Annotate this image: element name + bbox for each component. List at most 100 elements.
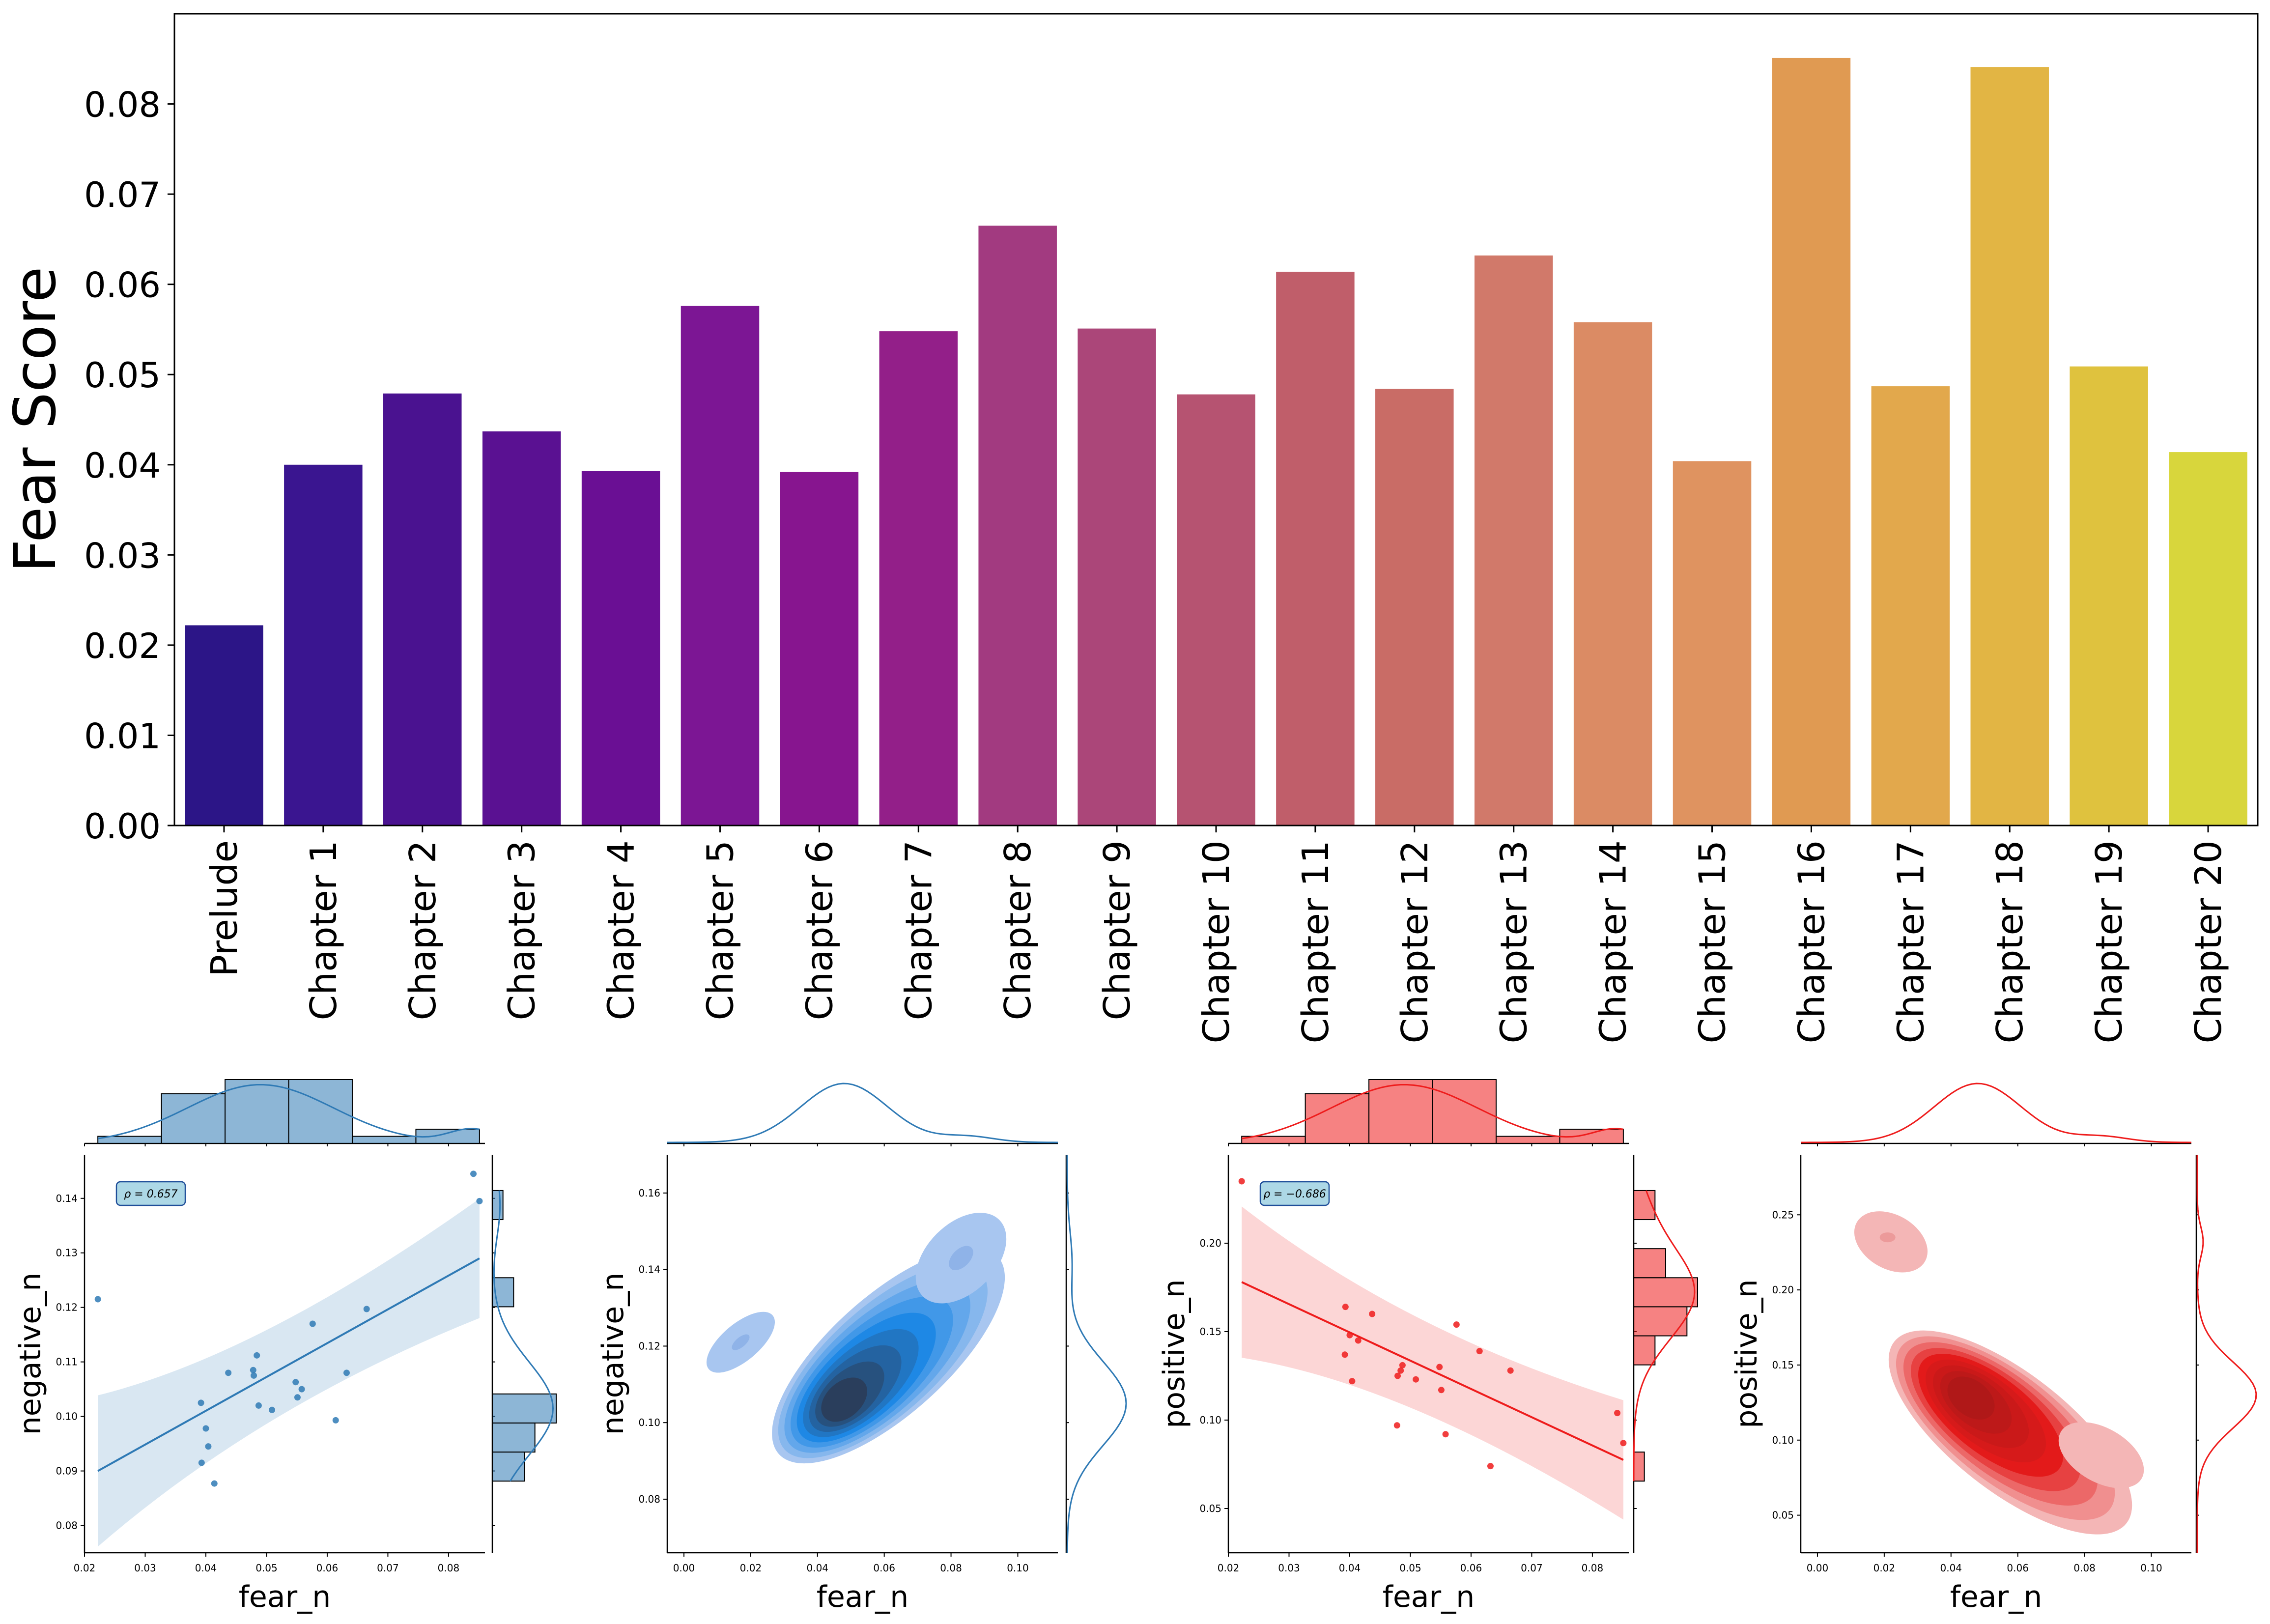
bar-3 [482, 431, 561, 826]
x-tick-label: Chapter 16 [1790, 840, 1833, 1044]
right-kde-curve [2196, 1155, 2257, 1553]
x-tick-label: Chapter 20 [2187, 840, 2230, 1044]
bar-12 [1375, 389, 1454, 826]
right-histogram-bar [1633, 1277, 1698, 1308]
data-point [309, 1320, 316, 1327]
data-point [211, 1480, 218, 1487]
regression-line [97, 1257, 480, 1472]
right-histogram-bar [492, 1422, 536, 1453]
scatter-negative-panel: 0.02 0.03 0.04 0.05 0.06 0.07 0.08 0.08 0.09 0.10… [13, 1079, 557, 1614]
x-tick-label: 0.10 [2140, 1562, 2162, 1574]
x-tick-label: 0.00 [673, 1562, 695, 1574]
y-tick-label: 0.05 [84, 355, 161, 396]
data-point [1620, 1440, 1627, 1447]
bar-0 [185, 625, 263, 826]
x-tick-label: Chapter 1 [303, 840, 345, 1020]
correlation-box [1259, 1181, 1330, 1206]
kde-secondary-lobe [949, 1246, 973, 1271]
right-kde-curve [493, 1190, 554, 1482]
data-point [198, 1459, 205, 1466]
bar-4 [581, 471, 660, 826]
x-tick-label: Chapter 11 [1295, 840, 1337, 1044]
data-point [198, 1399, 204, 1406]
x-axis-title: fear_n [239, 1580, 331, 1614]
right-histogram-bar [1633, 1452, 1645, 1482]
y-tick-label: 0.10 [1772, 1434, 1794, 1446]
top-histogram-bar [161, 1093, 226, 1144]
x-tick-label: 0.04 [807, 1562, 829, 1574]
data-point [1507, 1367, 1514, 1374]
x-tick-label: Chapter 9 [1096, 840, 1138, 1020]
x-tick-label: Chapter 18 [1989, 840, 2031, 1044]
x-tick-label: 0.06 [873, 1562, 895, 1574]
x-tick-label: 0.04 [1339, 1562, 1361, 1574]
data-point [1342, 1304, 1349, 1311]
data-point [294, 1394, 301, 1401]
data-point [470, 1170, 477, 1177]
data-point [254, 1352, 260, 1359]
top-histogram-bar [351, 1136, 417, 1144]
top-kde-curve [1800, 1083, 2192, 1143]
data-point [1238, 1178, 1245, 1185]
kde-contour-level [821, 1377, 867, 1422]
y-tick-label: 0.25 [1772, 1209, 1794, 1221]
y-tick-label: 0.12 [638, 1340, 660, 1352]
right-histogram-bar [1633, 1248, 1666, 1279]
bar-16 [1772, 57, 1851, 826]
right-histogram-bar [1633, 1335, 1656, 1366]
plot-frame [173, 13, 2259, 826]
y-tick-label: 0.05 [1199, 1503, 1221, 1514]
y-tick-label: 0.20 [1199, 1237, 1221, 1249]
x-tick-label: 0.10 [1007, 1562, 1029, 1574]
data-point [205, 1443, 212, 1450]
kde-secondary-lobe [2058, 1422, 2144, 1488]
y-tick-label: 0.06 [84, 265, 161, 306]
x-tick-label: 0.04 [195, 1562, 217, 1574]
data-point [363, 1306, 370, 1312]
bar-1 [284, 464, 363, 826]
x-tick-label: 0.02 [74, 1562, 96, 1574]
x-axis-title: fear_n [1950, 1580, 2043, 1614]
data-point [298, 1386, 305, 1393]
x-tick-label: 0.00 [1807, 1562, 1829, 1574]
bar-13 [1474, 255, 1553, 826]
x-tick-label: 0.06 [2007, 1562, 2029, 1574]
x-tick-label: Chapter 15 [1692, 840, 1734, 1044]
data-point [1349, 1378, 1356, 1385]
correlation-label: ρ = −0.686 [1263, 1188, 1326, 1200]
bar-18 [1970, 67, 2049, 826]
x-tick-label: Chapter 13 [1493, 840, 1535, 1044]
bar-20 [2169, 452, 2247, 826]
data-point [1436, 1364, 1443, 1370]
confidence-band [1242, 1206, 1623, 1520]
data-point [269, 1406, 276, 1413]
y-tick-label: 0.04 [84, 446, 161, 486]
y-axis-title: negative_n [596, 1273, 630, 1435]
top-kde-curve [97, 1083, 480, 1140]
data-point [1413, 1376, 1419, 1383]
y-tick-label: 0.13 [56, 1247, 78, 1259]
data-point [1399, 1362, 1406, 1368]
data-point [1442, 1431, 1449, 1438]
bar-17 [1871, 386, 1950, 826]
y-tick-label: 0.05 [1772, 1510, 1794, 1521]
data-point [1438, 1387, 1445, 1394]
bar-10 [1177, 394, 1255, 826]
x-tick-label: Chapter 4 [600, 840, 643, 1020]
y-tick-label: 0.08 [84, 85, 161, 125]
bar-8 [978, 226, 1057, 826]
kde-positive-panel: 0.00 0.02 0.04 0.06 0.08 0.10 0.05 0.10 0.15 0.20… [1730, 1083, 2257, 1614]
data-point [255, 1402, 262, 1409]
y-tick-label: 0.20 [1772, 1284, 1794, 1296]
confidence-band [98, 1198, 480, 1547]
right-kde-curve [1066, 1154, 1127, 1553]
x-tick-label: 0.02 [740, 1562, 762, 1574]
data-point [476, 1197, 483, 1204]
data-point [1487, 1463, 1494, 1470]
bar-6 [780, 472, 859, 826]
y-tick-label: 0.08 [638, 1493, 660, 1505]
x-tick-label: Chapter 7 [898, 840, 940, 1020]
y-tick-label: 0.16 [638, 1187, 660, 1199]
y-axis-title: positive_n [1730, 1279, 1764, 1428]
